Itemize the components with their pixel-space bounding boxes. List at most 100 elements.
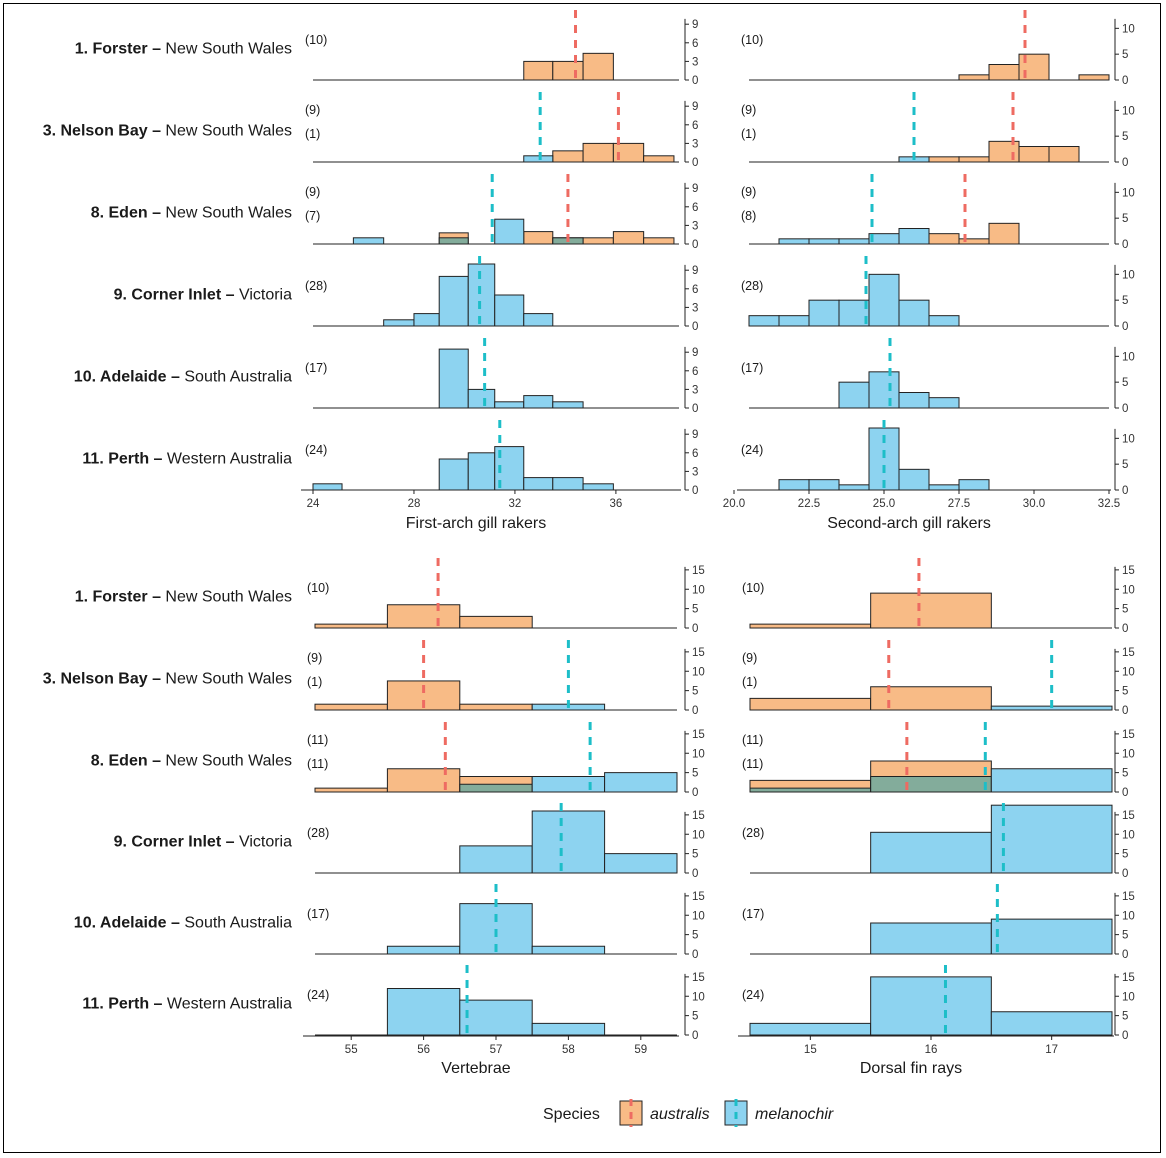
row-label-site: 8. Eden – <box>91 752 166 769</box>
row-label: 10. Adelaide – South Australia <box>74 368 292 385</box>
panel-row: (11) (11) 0 5 10 15 <box>742 722 1135 799</box>
y-tick-label: 15 <box>692 729 705 741</box>
x-tick-label: 32.5 <box>1098 498 1120 510</box>
sample-count: (9) <box>305 185 320 199</box>
y-tick-label: 5 <box>692 604 698 616</box>
bar-australis <box>928 156 960 163</box>
bar-melanochir <box>838 381 870 409</box>
bar-melanochir <box>928 315 960 327</box>
sample-count: (28) <box>741 279 763 293</box>
y-tick-label: 0 <box>692 949 698 961</box>
row-label: 10. Adelaide – South Australia <box>74 914 292 931</box>
y-tick-label: 15 <box>1122 729 1135 741</box>
bar-melanochir <box>582 483 614 491</box>
bar-melanochir <box>808 299 840 327</box>
y-tick-label: 5 <box>692 686 698 698</box>
panel-row: (10) 0 5 10 15 <box>742 558 1135 635</box>
y-tick-label: 0 <box>692 485 698 497</box>
sample-count: (9) <box>305 103 320 117</box>
bar-australis <box>1048 146 1080 163</box>
panel-row: (24) 0 5 10 15 <box>307 965 705 1042</box>
row-label-region: South Australia <box>184 368 292 385</box>
y-tick-label: 5 <box>1122 849 1128 861</box>
panel-3: (10)051015(9)(1)051015(11)(11)051015(28)… <box>303 558 705 1077</box>
y-tick-label: 10 <box>1122 269 1135 281</box>
row-label-site: 10. Adelaide – <box>74 368 185 385</box>
y-tick-label: 6 <box>692 284 698 296</box>
bar-australis <box>523 60 554 81</box>
bar-australis <box>870 592 992 629</box>
row-label: 8. Eden – New South Wales <box>91 204 292 221</box>
x-tick-label: 17 <box>1045 1044 1058 1056</box>
x-axis-title: Vertebrae <box>441 1060 510 1077</box>
y-tick-label: 10 <box>1122 748 1135 760</box>
row-label-region: Victoria <box>239 833 292 850</box>
y-tick-label: 0 <box>1122 239 1128 251</box>
bar-australis <box>459 703 533 711</box>
x-tick-label: 15 <box>804 1044 817 1056</box>
sample-count: (24) <box>742 988 764 1002</box>
bar-melanochir <box>467 263 496 327</box>
panel-row: (24) 0 3 6 9 <box>305 420 698 497</box>
y-tick-label: 9 <box>692 183 698 195</box>
y-tick-label: 10 <box>1122 666 1135 678</box>
bar-melanochir <box>523 477 554 491</box>
sample-count: (10) <box>742 581 764 595</box>
panel-row: (17) 0 5 10 15 <box>307 884 705 961</box>
row-label-region: Victoria <box>239 286 292 303</box>
y-tick-label: 9 <box>692 347 698 359</box>
bar-australis <box>749 623 872 629</box>
y-tick-label: 10 <box>692 910 705 922</box>
bar-melanochir <box>438 348 469 409</box>
row-label-region: New South Wales <box>165 122 292 139</box>
bar-melanochir <box>523 395 554 409</box>
row-label-site: 8. Eden – <box>91 204 166 221</box>
panel-row: (9) (7) 0 3 6 9 <box>305 174 698 251</box>
bar-melanochir <box>604 853 678 874</box>
row-label-region: New South Wales <box>165 40 292 57</box>
y-tick-label: 0 <box>692 623 698 635</box>
sample-count: (9) <box>307 651 322 665</box>
y-tick-label: 10 <box>1122 23 1135 35</box>
y-tick-label: 5 <box>1122 49 1128 61</box>
y-tick-label: 0 <box>692 239 698 251</box>
bar-australis <box>523 231 554 245</box>
y-tick-label: 9 <box>692 429 698 441</box>
sample-count: (8) <box>741 209 756 223</box>
row-label-site: 10. Adelaide – <box>74 914 185 931</box>
bar-melanochir <box>990 918 1113 955</box>
y-tick-label: 0 <box>692 75 698 87</box>
y-tick-label: 15 <box>692 565 705 577</box>
y-tick-label: 5 <box>1122 131 1128 143</box>
bar-melanochir <box>808 479 840 491</box>
sample-count: (17) <box>742 907 764 921</box>
bar-australis <box>582 142 614 163</box>
y-tick-label: 6 <box>692 120 698 132</box>
bar-melanochir <box>958 479 990 491</box>
y-tick-label: 10 <box>692 748 705 760</box>
y-tick-label: 15 <box>692 972 705 984</box>
bar-australis <box>459 615 533 629</box>
sample-count: (7) <box>305 209 320 223</box>
bar-melanochir <box>459 845 533 874</box>
bar-melanochir <box>386 945 461 955</box>
panel-row: (9) (1) 0 3 6 9 <box>305 92 698 169</box>
y-tick-label: 15 <box>1122 647 1135 659</box>
panel-row: (28) 0 5 10 15 <box>742 803 1135 880</box>
y-tick-label: 3 <box>692 138 698 150</box>
bar-melanochir <box>494 218 525 245</box>
bar-melanochir <box>778 315 810 327</box>
x-tick-label: 20.0 <box>723 498 745 510</box>
y-tick-label: 6 <box>692 202 698 214</box>
sample-count: (24) <box>307 988 329 1002</box>
bar-australis <box>582 237 614 245</box>
sample-count: (11) <box>307 733 328 747</box>
panels: (10)0369(9)(1)0369(9)(7)0369(28)0369(17)… <box>301 10 1135 1077</box>
row-label-region: New South Wales <box>165 588 292 605</box>
bar-melanochir <box>523 155 554 163</box>
x-tick-label: 59 <box>634 1044 647 1056</box>
y-tick-label: 15 <box>1122 565 1135 577</box>
row-label-site: 1. Forster – <box>75 40 166 57</box>
y-tick-label: 0 <box>692 1030 698 1042</box>
